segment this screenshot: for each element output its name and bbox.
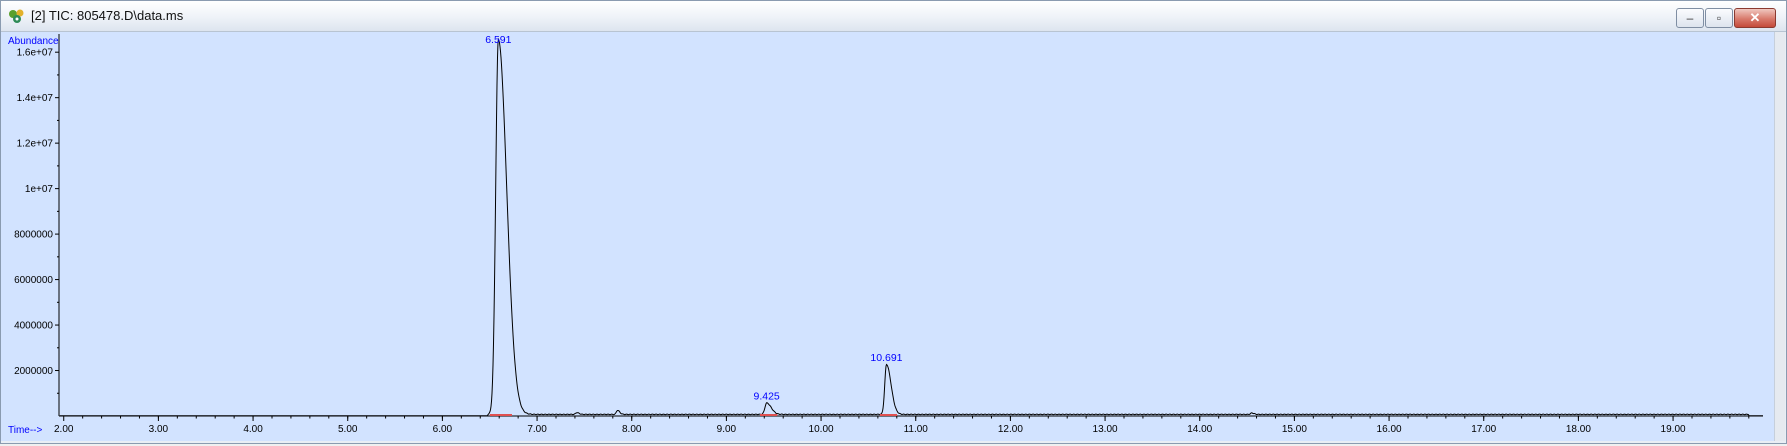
x-tick-label: 18.00 [1566, 424, 1591, 435]
peak-label: 10.691 [870, 352, 902, 364]
x-tick-label: 3.00 [149, 424, 169, 435]
y-tick-label: 1.4e+07 [17, 93, 54, 104]
plot-background [1, 32, 1776, 441]
x-tick-label: 11.00 [904, 424, 929, 435]
window-controls: – ▫ ✕ [1675, 8, 1776, 28]
x-tick-label: 4.00 [243, 424, 263, 435]
peak-label: 6.591 [485, 34, 511, 46]
close-button[interactable]: ✕ [1734, 8, 1776, 28]
window-title: [2] TIC: 805478.D\data.ms [31, 8, 184, 23]
x-tick-label: 12.00 [998, 424, 1023, 435]
minimize-button[interactable]: – [1676, 8, 1704, 28]
x-tick-label: 7.00 [527, 424, 547, 435]
x-tick-label: 13.00 [1093, 424, 1118, 435]
maximize-button[interactable]: ▫ [1705, 8, 1733, 28]
vertical-scrollbar[interactable] [1774, 32, 1785, 441]
close-icon: ✕ [1749, 10, 1761, 25]
x-tick-label: 14.00 [1187, 424, 1212, 435]
x-axis-title: Time--> [8, 425, 43, 436]
x-tick-label: 5.00 [338, 424, 358, 435]
x-tick-label: 15.00 [1282, 424, 1307, 435]
y-tick-label: 1.2e+07 [17, 139, 54, 150]
x-tick-label: 9.00 [717, 424, 737, 435]
minimize-icon: – [1686, 11, 1694, 25]
y-tick-label: 1e+07 [25, 184, 54, 195]
y-axis-title: Abundance [8, 36, 59, 47]
tic-chromatogram-chart[interactable]: 2000000 4000000 6000000 8000000 1e+07 1.2e+07… [1, 32, 1776, 441]
x-tick-label: 2.00 [54, 424, 74, 435]
x-tick-label: 6.00 [433, 424, 453, 435]
y-tick-label: 4000000 [14, 321, 53, 332]
peak-label: 9.425 [753, 391, 779, 403]
maximize-icon: ▫ [1716, 11, 1722, 25]
y-tick-label: 6000000 [14, 275, 53, 286]
chromatogram-app-icon [9, 9, 24, 23]
x-tick-label: 10.00 [809, 424, 834, 435]
tic-trace-line [60, 37, 1763, 417]
y-tick-label: 2000000 [14, 366, 53, 377]
x-tick-label: 17.00 [1471, 424, 1496, 435]
title-bar[interactable]: [2] TIC: 805478.D\data.ms – ▫ ✕ [1, 1, 1786, 32]
y-tick-label: 8000000 [14, 230, 53, 241]
x-tick-label: 8.00 [622, 424, 642, 435]
y-tick-label: 1.6e+07 [17, 48, 54, 59]
x-tick-label: 16.00 [1377, 424, 1402, 435]
chart-area[interactable]: 2000000 4000000 6000000 8000000 1e+07 1.2e+07… [1, 32, 1776, 441]
x-tick-label: 19.00 [1661, 424, 1686, 435]
